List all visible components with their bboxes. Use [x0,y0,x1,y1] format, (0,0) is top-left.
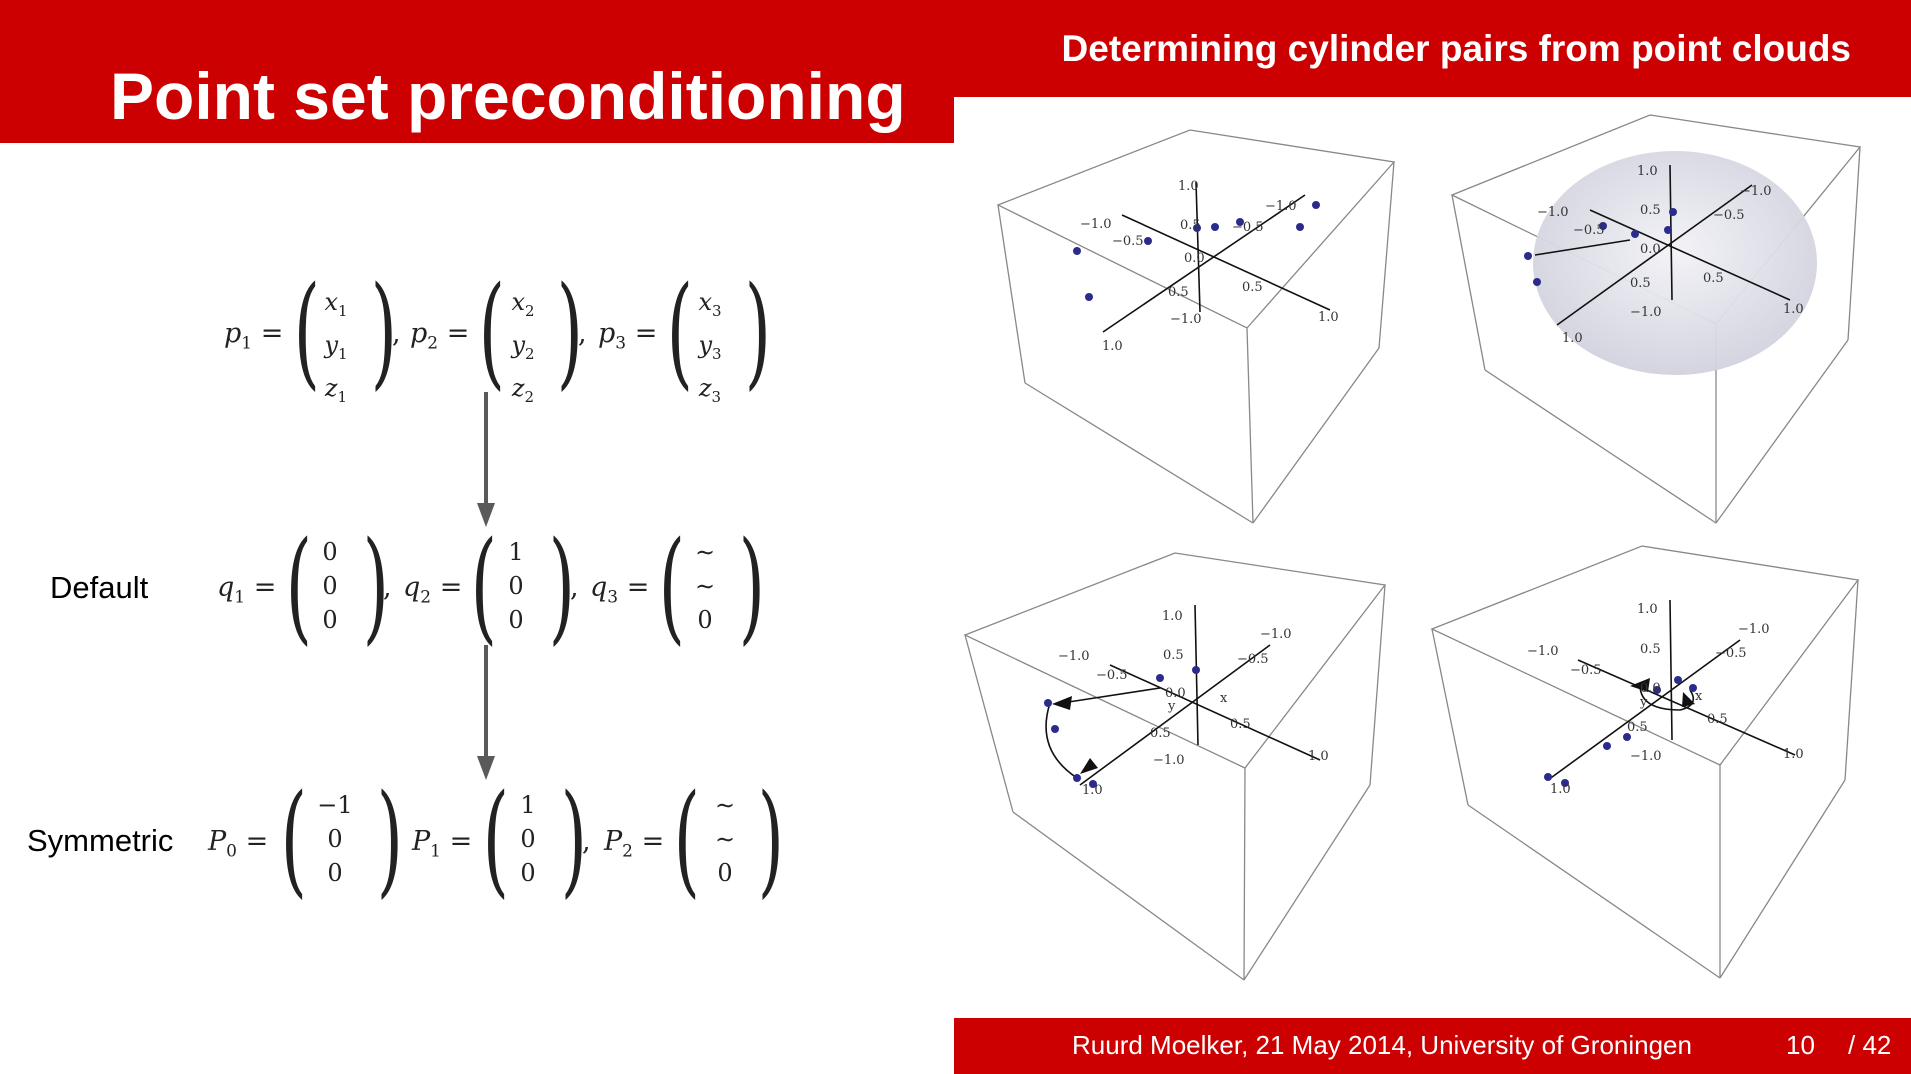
data-point [1664,226,1672,234]
slide-subtitle: Determining cylinder pairs from point cl… [1061,28,1851,69]
bounding-sphere [1533,151,1817,375]
tick-label: −0.5 [1713,208,1745,223]
tick-label: 1.0 [1637,602,1658,617]
tick-label: −1.0 [1630,749,1662,764]
tick-label: −1.0 [1738,622,1770,637]
tick-label: 0.0 [1640,242,1661,257]
data-point [1669,208,1677,216]
data-point [1089,780,1097,788]
tick-label: −1.0 [1265,199,1297,214]
data-points [1073,201,1320,301]
tick-label: 0.0 [1640,681,1661,696]
data-point [1623,733,1631,741]
tick-label: 0.5 [1168,285,1189,300]
data-point [1631,230,1639,238]
tick-label: −1.0 [1630,305,1662,320]
default-label: Default [50,570,149,605]
tick-label: 1.0 [1308,749,1329,764]
data-point [1533,278,1541,286]
data-points [1524,208,1677,286]
plot-point-cloud: 1.0 0.5 0.0 0.5 −1.0 −1.0 −0.5 0.5 1.0 −… [996,129,1396,524]
tick-label: 0.0 [1165,686,1186,701]
tick-label: −1.0 [1740,184,1772,199]
tick-label: −1.0 [1153,753,1185,768]
footer-credit: Ruurd Moelker, 21 May 2014, University o… [1072,1030,1692,1060]
page-total: / 42 [1848,1030,1892,1060]
tick-label: 1.0 [1550,782,1571,797]
tick-label: −0.5 [1096,668,1128,683]
data-point [1603,742,1611,750]
title-bar [0,97,954,143]
data-point [1312,201,1320,209]
tick-label: −1.0 [1058,649,1090,664]
data-point [1236,218,1244,226]
data-points [1544,676,1697,787]
tick-label: −0.5 [1570,663,1602,678]
tick-label: 0.5 [1627,720,1648,735]
tick-label: −1.0 [1260,627,1292,642]
data-point [1044,699,1052,707]
data-point [1561,779,1569,787]
data-point [1544,773,1552,781]
tick-label: 1.0 [1318,310,1339,325]
tick-label: 1.0 [1783,302,1804,317]
tick-label: −1.0 [1527,644,1559,659]
tick-label: −1.0 [1080,217,1112,232]
data-point [1051,725,1059,733]
tick-label: −0.5 [1112,234,1144,249]
tick-label: −0.5 [1237,652,1269,667]
header-bar [0,0,1911,97]
plot-rotation-2: 1.0 0.5 0.0 0.5 −1.0 −1.0 −0.5 0.5 1.0 −… [1430,545,1860,979]
tick-label: 1.0 [1102,339,1123,354]
axis-letter-x: x [1220,691,1228,706]
tick-label: −0.5 [1715,646,1747,661]
tick-label: 0.5 [1640,203,1661,218]
plot-rotation-1: 1.0 0.5 0.0 0.5 −1.0 −1.0 −0.5 0.5 1.0 −… [963,552,1387,981]
data-point [1156,674,1164,682]
tick-label: −1.0 [1170,312,1202,327]
data-point [1211,223,1219,231]
page-number: 10 [1786,1030,1815,1060]
tick-label: 1.0 [1082,783,1103,798]
tick-label: 0.5 [1703,271,1724,286]
data-point [1524,252,1532,260]
data-point [1073,247,1081,255]
data-point [1144,237,1152,245]
data-points [1044,666,1200,788]
data-point [1653,686,1661,694]
axis-letter-x: x [1695,689,1703,704]
tick-label: 0.5 [1707,712,1728,727]
symmetric-label: Symmetric [27,823,174,858]
tick-label: 0.5 [1163,648,1184,663]
tick-label: 1.0 [1562,331,1583,346]
data-point [1192,666,1200,674]
data-point [1085,293,1093,301]
tick-label: 0.5 [1630,276,1651,291]
data-point [1599,222,1607,230]
data-point [1296,223,1304,231]
axis-letter-y: y [1639,695,1648,710]
tick-label: −0.5 [1573,223,1605,238]
data-point [1193,224,1201,232]
tick-label: −1.0 [1537,205,1569,220]
tick-label: 0.5 [1150,726,1171,741]
axis-letter-y: y [1167,699,1176,714]
tick-label: 1.0 [1178,179,1199,194]
data-point [1073,774,1081,782]
tick-label: 1.0 [1783,747,1804,762]
tick-label: 0.5 [1230,717,1251,732]
tick-label: 0.0 [1184,251,1205,266]
slide-title: Point set preconditioning [110,59,906,133]
data-point [1689,684,1697,692]
tick-label: 1.0 [1162,609,1183,624]
tick-label: 0.5 [1180,218,1201,233]
tick-label: 0.5 [1242,280,1263,295]
tick-label: 1.0 [1637,164,1658,179]
tick-label: −0.5 [1232,220,1264,235]
data-point [1674,676,1682,684]
footer-bar [954,1018,1911,1074]
tick-label: 0.5 [1640,642,1661,657]
plot-bounding-sphere: 1.0 0.5 0.0 0.5 −1.0 −1.0 −0.5 0.5 1.0 −… [1450,114,1862,524]
